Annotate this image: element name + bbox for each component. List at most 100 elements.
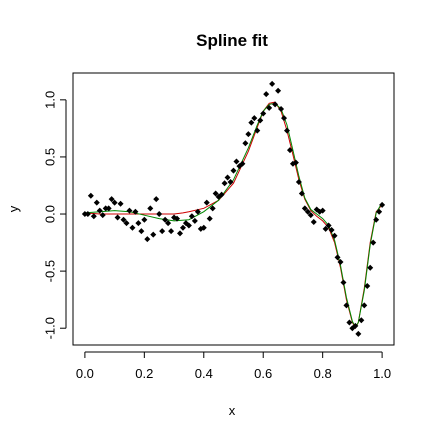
- data-point: [153, 196, 160, 203]
- data-point: [141, 216, 148, 223]
- data-point: [212, 190, 219, 197]
- data-point: [156, 211, 163, 218]
- data-point: [185, 222, 192, 229]
- data-point: [376, 208, 383, 215]
- data-point: [162, 216, 169, 223]
- data-point: [266, 104, 273, 111]
- data-point: [159, 228, 166, 235]
- data-point: [126, 207, 133, 214]
- data-point: [224, 174, 231, 181]
- data-point: [284, 127, 290, 134]
- data-point: [132, 208, 139, 215]
- data-point: [144, 236, 151, 243]
- chart-title: Spline fit: [196, 31, 268, 50]
- x-tick-label: 0.8: [314, 366, 332, 381]
- data-point: [84, 211, 91, 218]
- data-point: [257, 117, 264, 124]
- data-point: [307, 212, 314, 219]
- data-point: [174, 215, 181, 222]
- data-point: [177, 230, 183, 237]
- fit-line-1: [84, 101, 383, 330]
- y-tick-label: -1.0: [42, 317, 57, 339]
- data-point: [370, 239, 377, 246]
- y-axis: -1.0 -0.5 0.0 0.5 1.0: [42, 91, 67, 339]
- data-point: [331, 232, 338, 239]
- data-point: [343, 302, 350, 309]
- data-point: [218, 191, 225, 198]
- x-axis-label: x: [229, 403, 236, 418]
- data-point: [179, 224, 186, 231]
- data-point: [120, 216, 127, 223]
- data-point: [301, 205, 308, 212]
- data-point: [355, 330, 362, 337]
- y-tick-label: -0.5: [42, 260, 57, 282]
- fit-line-2: [84, 102, 383, 329]
- data-point: [334, 254, 341, 261]
- data-point: [165, 220, 172, 227]
- data-point: [286, 147, 293, 154]
- data-point: [337, 258, 344, 265]
- data-point: [230, 167, 237, 174]
- data-point: [295, 179, 302, 186]
- x-tick-label: 0.2: [135, 366, 153, 381]
- data-point: [93, 199, 100, 206]
- data-point: [150, 231, 157, 238]
- data-point: [352, 322, 359, 329]
- data-point: [191, 217, 198, 224]
- x-tick-label: 0.0: [76, 366, 94, 381]
- data-point: [108, 196, 115, 203]
- data-point: [272, 101, 279, 108]
- data-point: [188, 213, 195, 220]
- data-point: [200, 224, 207, 231]
- data-point: [358, 317, 365, 324]
- data-point: [328, 227, 335, 234]
- data-point: [138, 228, 145, 235]
- data-point: [373, 216, 380, 223]
- data-point: [117, 200, 124, 207]
- data-point: [135, 220, 142, 227]
- data-point: [379, 201, 386, 208]
- data-point: [346, 319, 353, 326]
- data-point: [239, 160, 246, 167]
- x-axis: 0.0 0.2 0.4 0.6 0.8 1.0: [76, 351, 391, 381]
- data-point: [168, 228, 175, 235]
- x-tick-label: 1.0: [373, 366, 391, 381]
- x-tick-label: 0.6: [254, 366, 272, 381]
- y-tick-label: 0.5: [42, 148, 57, 166]
- data-point: [251, 115, 258, 122]
- data-point: [227, 179, 234, 186]
- data-point: [263, 91, 270, 98]
- data-point: [242, 140, 249, 147]
- data-point: [99, 212, 106, 219]
- data-point: [111, 199, 118, 206]
- data-point: [340, 279, 347, 286]
- data-point: [275, 87, 282, 94]
- data-point: [322, 225, 329, 232]
- plot-area: [81, 80, 386, 337]
- data-point: [254, 127, 261, 134]
- data-point: [233, 158, 240, 165]
- y-axis-label: y: [6, 205, 21, 212]
- data-point: [123, 220, 130, 227]
- data-point: [105, 205, 112, 212]
- data-point: [364, 282, 371, 289]
- data-point: [194, 208, 201, 215]
- data-point: [367, 264, 374, 271]
- data-point: [325, 222, 332, 229]
- data-point: [203, 199, 210, 206]
- data-point: [298, 190, 305, 197]
- data-point: [248, 119, 255, 126]
- y-tick-label: 1.0: [42, 91, 57, 109]
- data-point: [304, 208, 311, 215]
- data-point: [96, 207, 103, 214]
- data-point: [245, 131, 252, 138]
- y-tick-label: 0.0: [42, 205, 57, 223]
- data-point: [361, 302, 368, 309]
- data-point: [221, 180, 228, 187]
- data-point: [310, 219, 317, 226]
- data-point: [87, 192, 94, 199]
- data-point: [281, 115, 288, 122]
- data-point: [209, 205, 216, 212]
- data-point: [319, 207, 326, 214]
